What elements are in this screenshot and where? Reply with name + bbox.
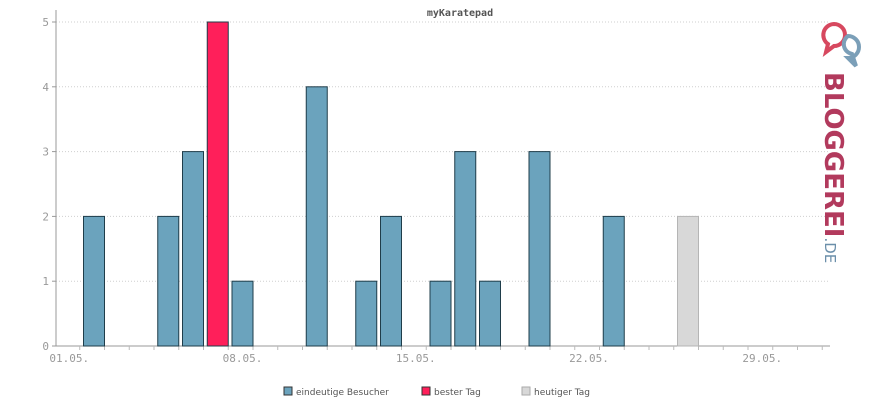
- speech-bubbles-icon: [821, 21, 861, 68]
- y-tick-label: 4: [42, 81, 49, 94]
- y-tick-label: 2: [42, 210, 49, 223]
- x-tick-label: 01.05.: [49, 352, 89, 365]
- bar-eindeutige-besucher-day-13: [355, 280, 378, 347]
- bars: [83, 21, 699, 347]
- y-tick-label: 5: [42, 16, 49, 29]
- bar-eindeutige-besucher-day-17: [454, 151, 477, 347]
- bloggerei-logo: [812, 14, 870, 220]
- y-tick-labels: 0 1 2 3 4 5: [42, 16, 49, 353]
- bar-eindeutige-besucher-day-16: [429, 280, 452, 347]
- legend-label: eindeutige Besucher: [296, 388, 389, 398]
- bar-eindeutige-besucher-day-8: [231, 280, 254, 347]
- bar-bester-tag-day-7: [206, 21, 229, 347]
- bloggerei-wordmark: BLOGGEREI.DE: [818, 72, 848, 264]
- bar-eindeutige-besucher-day-23: [602, 215, 625, 347]
- x-tick-label: 15.05.: [396, 352, 436, 365]
- bloggerei-wordmark-suffix: .DE: [821, 237, 839, 264]
- legend: eindeutige Besucher bester Tag heutiger Ta…: [283, 386, 590, 398]
- legend-label: heutiger Tag: [534, 388, 590, 398]
- bar-eindeutige-besucher-day-5: [157, 215, 180, 347]
- bar-eindeutige-besucher-day-20: [528, 151, 551, 347]
- y-tick-label: 3: [42, 146, 49, 159]
- legend-label: bester Tag: [434, 388, 481, 398]
- bar-eindeutige-besucher-day-11: [305, 86, 328, 347]
- bar-eindeutige-besucher-day-14: [380, 215, 402, 347]
- bar-heutiger-tag-day-26: [677, 215, 699, 347]
- x-tick-label: 22.05.: [569, 352, 609, 365]
- y-tick-label: 1: [42, 275, 49, 288]
- x-tick-label: 29.05.: [742, 352, 782, 365]
- x-tick-label: 08.05.: [223, 352, 263, 365]
- bloggerei-wordmark-main: BLOGGEREI: [818, 72, 848, 238]
- legend-swatch: [283, 386, 293, 396]
- legend-swatch: [421, 386, 431, 396]
- bar-eindeutige-besucher-day-6: [182, 151, 204, 347]
- bar-eindeutige-besucher-day-2: [83, 215, 105, 347]
- bar-eindeutige-besucher-day-18: [479, 280, 501, 347]
- y-tick-label: 0: [42, 340, 49, 353]
- x-tick-labels: 01.05. 08.05. 15.05. 22.05. 29.05.: [49, 352, 782, 365]
- chart-title: myKaratepad: [427, 8, 493, 19]
- legend-swatch: [521, 386, 531, 396]
